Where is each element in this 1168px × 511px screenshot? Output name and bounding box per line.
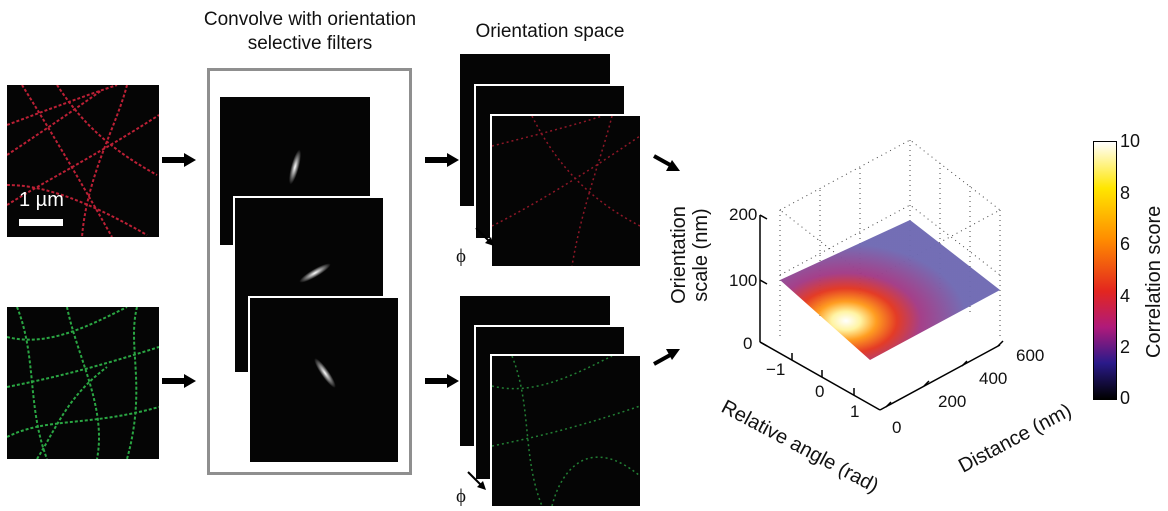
y-tick-label: 600 <box>1016 346 1045 365</box>
x-tick-label: 1 <box>850 402 860 421</box>
colorbar-label: Correlation score <box>1143 205 1165 358</box>
arrow-icon <box>162 153 196 167</box>
z-axis-label-line2: scale (nm) <box>690 208 712 302</box>
correlation-surface <box>780 220 1000 360</box>
arrow-icon <box>425 153 459 167</box>
plot-grid <box>779 139 1001 340</box>
z-tick-label: 0 <box>743 334 753 353</box>
x-tick-label: 0 <box>815 382 825 401</box>
y-tick-label: 400 <box>979 369 1008 388</box>
y-tick-label: 200 <box>938 392 967 411</box>
arrow-icon <box>425 374 459 388</box>
plot-axes <box>759 215 1001 411</box>
colorbar-tick: 2 <box>1120 337 1131 357</box>
filter-kernel-2 <box>299 263 331 283</box>
phi-label: ϕ <box>456 246 467 267</box>
filters-title: Convolve with orientation selective filt… <box>203 9 417 54</box>
y-tick-label: 0 <box>892 418 902 437</box>
colorbar-tick: 8 <box>1120 183 1131 203</box>
filter-kernel-3 <box>314 358 336 388</box>
x-tick-label: −1 <box>766 360 786 379</box>
red-orientation-lines <box>491 115 641 267</box>
z-tick-label: 100 <box>729 271 758 290</box>
colorbar-tick: 6 <box>1120 234 1131 254</box>
z-tick-label: 200 <box>729 205 758 224</box>
phi-arrow-icon <box>475 227 494 246</box>
green-filament-micrograph <box>7 307 159 459</box>
colorbar-tick: 0 <box>1120 388 1131 408</box>
orientation-space-title: Orientation space <box>475 21 625 42</box>
filters-box <box>207 68 412 475</box>
filter-kernel-1 <box>288 149 302 185</box>
scale-bar <box>19 219 63 226</box>
scale-bar-label: 1 µm <box>19 189 64 211</box>
z-axis-label: Orientation scale (nm) <box>668 180 712 330</box>
colorbar-tick: 4 <box>1120 286 1131 306</box>
filter-image-3 <box>248 296 400 464</box>
correlation-surface-plot <box>759 139 1004 411</box>
red-filament-micrograph: 1 µm <box>7 85 159 237</box>
orientation-stack-green-3 <box>490 354 642 508</box>
orientation-stack-red-3 <box>490 114 642 268</box>
colorbar <box>1093 141 1117 400</box>
arrow-icon <box>653 154 680 171</box>
green-filament-lines <box>7 307 159 459</box>
arrow-icon <box>162 374 196 388</box>
arrow-icon <box>653 349 680 366</box>
red-filament-lines <box>7 85 159 237</box>
phi-label: ϕ <box>456 486 467 507</box>
green-orientation-lines <box>491 355 641 507</box>
z-axis-label-line1: Orientation <box>668 206 690 304</box>
phi-arrow-icon <box>467 471 486 490</box>
colorbar-tick: 10 <box>1120 131 1141 151</box>
